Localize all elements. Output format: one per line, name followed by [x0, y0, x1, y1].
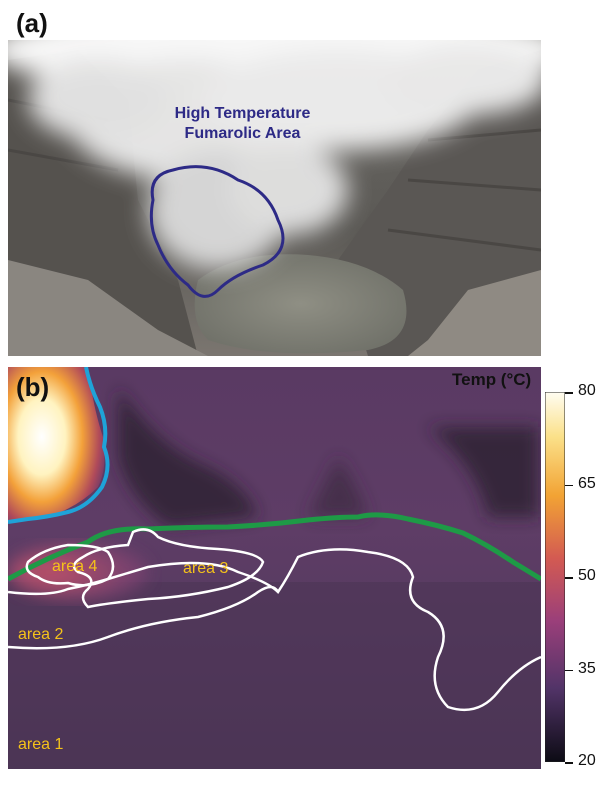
crater-floor-boundary — [8, 512, 541, 582]
colorbar-tick-mark — [565, 392, 573, 394]
fumarolic-area-outline — [149, 165, 285, 298]
colorbar-tick-mark — [565, 762, 573, 764]
crater-photograph — [8, 40, 541, 356]
temperature-colorbar — [545, 392, 565, 762]
area-2-label: area 2 — [18, 626, 63, 643]
contour-area-2-lower — [8, 585, 280, 650]
annotation-line-2: Fumarolic Area — [184, 125, 301, 142]
panel-a-label: (a) — [16, 8, 48, 38]
hot-fumarole-region — [8, 367, 105, 522]
colorbar-tick-mark — [565, 577, 573, 579]
colorbar-title: Temp (°C) — [452, 370, 532, 389]
colorbar-tick-mark — [565, 669, 573, 671]
colorbar-tick-label: 20 — [578, 752, 596, 769]
panel-b-label: (b) — [16, 372, 50, 402]
area-1-label: area 1 — [18, 736, 63, 753]
colorbar-tick-label: 65 — [578, 474, 596, 492]
colorbar-tick-label: 35 — [578, 659, 596, 677]
contour-area-3 — [72, 528, 265, 609]
contour-area-2 — [8, 548, 541, 712]
area-4-label: area 4 — [52, 558, 97, 575]
colorbar-tick-mark — [565, 484, 573, 486]
annotation-line-1: High Temperature — [174, 105, 311, 122]
fumarolic-annotation: High Temperature Fumarolic Area — [150, 104, 335, 144]
area-3-label: area 3 — [183, 560, 228, 577]
hot-region-boundary — [8, 367, 110, 524]
colorbar-tick-label: 50 — [578, 567, 596, 584]
colorbar-tick-label: 80 — [578, 382, 596, 399]
thermal-image: area 4 area 3 area 2 area 1 — [8, 367, 541, 769]
